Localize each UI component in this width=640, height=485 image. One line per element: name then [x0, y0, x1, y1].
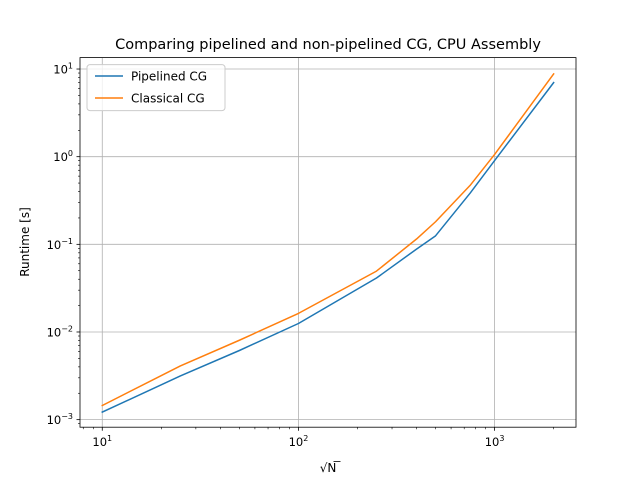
series-line-classical-cg — [101, 72, 555, 407]
legend-label-pipelined-cg: Pipelined CG — [131, 70, 207, 84]
y-tick-label-base: 10 — [47, 413, 62, 427]
x-tick-label: 103 — [485, 434, 505, 449]
chart-title: Comparing pipelined and non-pipelined CG… — [115, 37, 541, 53]
y-tick-label: 100 — [53, 149, 73, 164]
legend-label-classical-cg: Classical CG — [131, 92, 205, 106]
plot-frame — [79, 57, 577, 428]
y-tick-label-exponent: −2 — [61, 324, 73, 333]
y-tick-label-base: 10 — [53, 63, 68, 77]
y-tick-label-exponent: 1 — [68, 62, 73, 71]
y-axis-label: Runtime [s] — [18, 207, 32, 277]
y-tick-label-base: 10 — [53, 150, 68, 164]
x-tick-label: 102 — [289, 434, 309, 449]
y-tick-label: 101 — [53, 62, 73, 77]
x-tick-label: 101 — [92, 434, 112, 449]
series-layer — [101, 72, 555, 414]
x-tick-label-base: 10 — [92, 435, 107, 449]
y-tick-label-exponent: −3 — [61, 412, 73, 421]
x-tick-label-exponent: 1 — [107, 434, 112, 443]
y-tick-label: 10−2 — [47, 324, 73, 339]
y-tick-label-base: 10 — [47, 325, 62, 339]
legend: Pipelined CG Classical CG — [86, 64, 226, 112]
series-line-pipelined-cg — [101, 81, 555, 414]
y-tick-label: 10−1 — [47, 237, 73, 252]
major-ticks — [76, 68, 495, 431]
x-tick-label-exponent: 3 — [499, 434, 504, 443]
y-tick-label: 10−3 — [47, 412, 73, 427]
x-axis-label: √N — [320, 461, 337, 475]
x-tick-label-base: 10 — [485, 435, 500, 449]
y-tick-label-base: 10 — [47, 238, 62, 252]
x-tick-label-base: 10 — [289, 435, 304, 449]
x-tick-label-exponent: 2 — [303, 434, 308, 443]
y-tick-label-exponent: −1 — [61, 237, 73, 246]
y-tick-label-exponent: 0 — [68, 149, 73, 158]
